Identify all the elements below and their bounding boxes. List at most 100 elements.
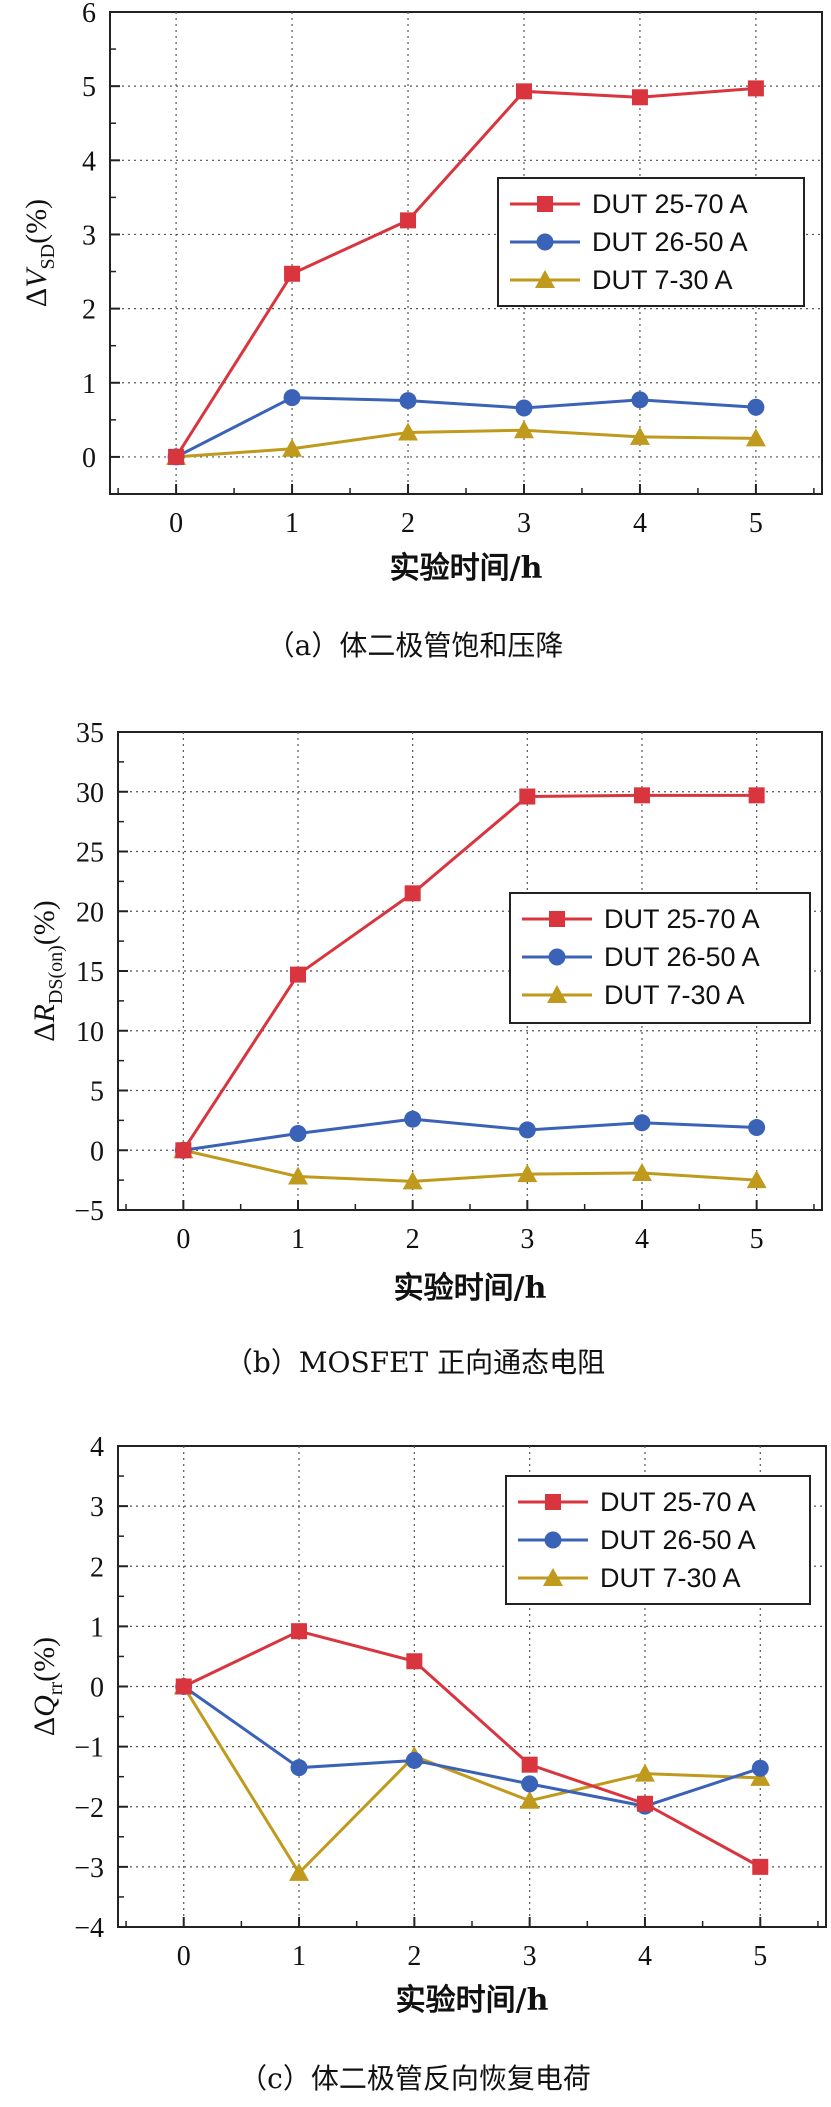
legend-label: DUT 7-30 A bbox=[604, 980, 745, 1010]
legend-marker bbox=[544, 1531, 562, 1549]
y-tick-label: 0 bbox=[90, 1136, 104, 1167]
legend-label: DUT 26-50 A bbox=[600, 1525, 756, 1555]
chart-b: 0 1 2 3 4 5 −5 0 5 10 15 20 25 30 35 实验时间/h ΔRDS(on)(%) D… bbox=[28, 718, 823, 1379]
x-tick-label: 3 bbox=[523, 1941, 537, 1972]
x-axis-label: 实验时间/h bbox=[390, 551, 543, 586]
y-tick-label: −4 bbox=[74, 1913, 104, 1944]
legend-label: DUT 26-50 A bbox=[604, 942, 760, 972]
legend: DUT 25-70 A DUT 26-50 A DUT 7-30 A bbox=[497, 177, 805, 307]
x-tick-label: 5 bbox=[750, 1224, 764, 1255]
data-point bbox=[517, 1164, 538, 1183]
x-tick-label: 0 bbox=[169, 508, 183, 539]
data-point bbox=[399, 392, 417, 410]
y-tick-label: 5 bbox=[90, 1077, 104, 1108]
legend-label: DUT 25-70 A bbox=[592, 189, 748, 219]
series-square bbox=[175, 1623, 769, 1875]
data-point bbox=[406, 1653, 423, 1670]
legend-marker bbox=[537, 196, 553, 212]
data-point bbox=[288, 1166, 309, 1185]
y-tick-label: 1 bbox=[90, 1612, 104, 1643]
data-point bbox=[289, 1862, 310, 1881]
series-line bbox=[174, 86, 757, 458]
data-point bbox=[518, 1121, 536, 1139]
data-point bbox=[633, 787, 650, 804]
series-line bbox=[175, 396, 756, 459]
x-tick-label: 1 bbox=[285, 508, 299, 539]
data-point bbox=[284, 265, 301, 282]
legend: DUT 25-70 A DUT 26-50 A DUT 7-30 A bbox=[505, 1475, 811, 1605]
y-tick-label: 5 bbox=[82, 72, 96, 103]
data-point bbox=[519, 1790, 540, 1809]
x-tick-label: 4 bbox=[633, 508, 647, 539]
data-point bbox=[168, 448, 185, 465]
y-tick-label: 30 bbox=[76, 778, 104, 809]
data-point bbox=[282, 438, 303, 457]
x-tick-label: 2 bbox=[407, 1941, 421, 1972]
y-axis-label: ΔRDS(on)(%) bbox=[28, 900, 67, 1042]
y-tick-label: 4 bbox=[90, 1432, 104, 1463]
x-tick-label: 0 bbox=[176, 1224, 190, 1255]
x-axis-label: 实验时间/h bbox=[396, 1983, 549, 2018]
series-square bbox=[168, 80, 764, 465]
data-point bbox=[745, 428, 766, 447]
figure-caption: （c）体二极管反向恢复电荷 bbox=[239, 2062, 591, 2095]
y-tick-label: 0 bbox=[82, 443, 96, 474]
data-point bbox=[402, 1171, 423, 1190]
legend-label: DUT 7-30 A bbox=[592, 265, 733, 295]
series-line bbox=[182, 793, 757, 1152]
data-point bbox=[398, 422, 419, 441]
data-point bbox=[289, 1125, 307, 1143]
series-line bbox=[183, 1148, 757, 1183]
y-tick-label: 35 bbox=[76, 718, 104, 749]
x-tick-label: 5 bbox=[753, 1941, 767, 1972]
data-point bbox=[404, 885, 421, 902]
y-tick-label: 2 bbox=[82, 295, 96, 326]
y-tick-label: −3 bbox=[74, 1853, 104, 1884]
legend-label: DUT 7-30 A bbox=[600, 1563, 741, 1593]
data-point bbox=[747, 398, 765, 416]
data-point bbox=[521, 1775, 539, 1793]
y-tick-label: 3 bbox=[90, 1492, 104, 1523]
y-tick-label: 3 bbox=[82, 220, 96, 251]
data-point bbox=[748, 787, 765, 804]
x-tick-label: 5 bbox=[749, 508, 763, 539]
chart-c: 0 1 2 3 4 5 −4 −3 −2 −1 0 1 2 3 4 实验时间/h ΔQrr(%) DUT 25-7… bbox=[28, 1432, 827, 2095]
data-point bbox=[631, 89, 648, 106]
data-point bbox=[405, 1751, 423, 1769]
y-tick-label: 1 bbox=[82, 369, 96, 400]
y-tick-label: 6 bbox=[82, 0, 96, 29]
data-point bbox=[748, 1119, 766, 1137]
legend-marker bbox=[545, 1494, 561, 1510]
y-tick-label: −1 bbox=[74, 1733, 104, 1764]
y-tick-label: 2 bbox=[90, 1552, 104, 1583]
data-point bbox=[746, 1170, 767, 1189]
y-axis-label: ΔVSD(%) bbox=[20, 199, 59, 307]
figure-caption: （b）MOSFET 正向通态电阻 bbox=[225, 1346, 605, 1379]
legend-marker bbox=[548, 948, 566, 966]
y-tick-label: 10 bbox=[76, 1017, 104, 1048]
series-line bbox=[182, 1685, 761, 1808]
data-point bbox=[175, 1678, 192, 1695]
series-circle bbox=[167, 389, 765, 466]
data-point bbox=[751, 1759, 769, 1777]
data-point bbox=[404, 1110, 422, 1128]
data-point bbox=[750, 1767, 771, 1786]
data-point bbox=[513, 420, 534, 439]
y-tick-label: 0 bbox=[90, 1673, 104, 1704]
data-point bbox=[290, 1759, 308, 1777]
data-point bbox=[519, 788, 536, 805]
data-point bbox=[290, 966, 307, 983]
legend: DUT 25-70 A DUT 26-50 A DUT 7-30 A bbox=[509, 892, 811, 1024]
data-point bbox=[175, 1142, 192, 1159]
y-tick-label: 25 bbox=[76, 838, 104, 869]
legend-marker bbox=[543, 1568, 563, 1586]
y-axis-label: ΔQrr(%) bbox=[28, 1637, 67, 1736]
legend-label: DUT 25-70 A bbox=[604, 904, 760, 934]
figure-caption: （a）体二极管饱和压降 bbox=[267, 629, 564, 662]
data-point bbox=[515, 399, 533, 417]
data-point bbox=[636, 1795, 653, 1812]
legend-label: DUT 25-70 A bbox=[600, 1487, 756, 1517]
legend-marker bbox=[549, 911, 565, 927]
